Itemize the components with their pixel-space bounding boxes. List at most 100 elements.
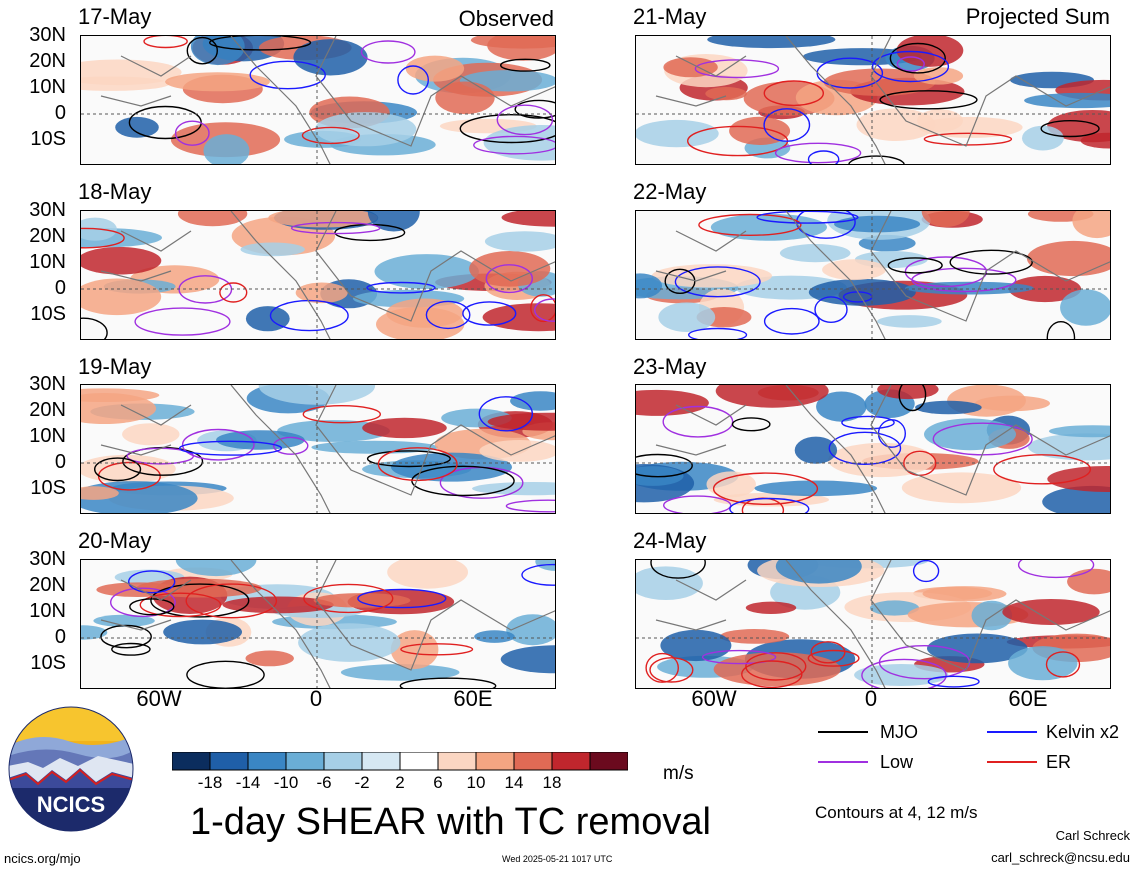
contour-line <box>810 641 846 664</box>
contour-line <box>425 300 471 330</box>
contour-line <box>927 675 980 688</box>
shear-shading-blob <box>822 259 886 281</box>
colorbar-swatch <box>247 751 287 771</box>
shear-shading-blob <box>405 55 465 82</box>
shear-shading-blob <box>474 630 515 643</box>
coastline <box>100 211 555 339</box>
shear-shading-blob <box>1008 646 1078 681</box>
contour-line <box>219 282 248 303</box>
legend-mjo-line <box>818 731 868 733</box>
contour-line <box>756 211 859 224</box>
x-tick-60w-right: 60W <box>691 686 737 711</box>
shear-shading-blob <box>487 36 555 61</box>
shear-shading-blob <box>165 72 270 92</box>
contour-line <box>377 447 458 482</box>
shear-shading-blob <box>115 116 159 138</box>
colorbar-swatch <box>323 751 363 771</box>
shear-shading-blob <box>387 560 468 589</box>
contour-line <box>877 419 906 448</box>
y-tick-label: 20N <box>29 574 66 596</box>
contour-line <box>81 317 108 339</box>
contour-line <box>269 299 349 332</box>
y-tick-label: 20N <box>29 50 66 72</box>
contour-line <box>100 624 152 649</box>
shear-shading-blob <box>374 254 479 289</box>
contour-line <box>521 563 555 586</box>
panel-date-17-may: 17-May <box>78 4 152 29</box>
timestamp: Wed 2025-05-21 1017 UTC <box>502 854 613 864</box>
shear-shading-blob <box>917 109 963 132</box>
shear-shading-blob <box>856 108 936 141</box>
site-link[interactable]: ncics.org/mjo <box>4 851 81 866</box>
shear-shading-blob <box>1072 211 1110 239</box>
contour-line <box>807 649 860 667</box>
contour-line <box>1045 651 1081 678</box>
y-tick-label: 10S <box>30 652 66 674</box>
shear-shading-blob <box>729 116 791 145</box>
panel-date-19-may: 19-May <box>78 354 152 379</box>
contour-line <box>360 40 416 64</box>
author-name: Carl Schreck <box>1055 828 1130 843</box>
shear-shading-blob <box>779 244 851 263</box>
panel-date-20-may: 20-May <box>78 528 152 553</box>
shear-shading-blob <box>794 436 838 464</box>
shear-shading-blob <box>636 119 719 148</box>
contour-line <box>650 560 706 579</box>
colorbar-swatches <box>171 751 629 771</box>
shear-shading-blob <box>922 586 1007 602</box>
contour-line <box>303 583 394 614</box>
contour-line <box>712 472 819 505</box>
contour-line <box>143 36 188 49</box>
shear-shading-blob <box>1026 240 1110 277</box>
shear-shading-blob <box>869 600 920 616</box>
contour-line <box>150 583 250 618</box>
contour-line <box>912 560 940 583</box>
contour-line <box>301 126 360 145</box>
contour-line <box>485 264 533 294</box>
shear-shading-blob <box>775 560 862 584</box>
y-tick-label: 0 <box>54 102 66 124</box>
shear-shading-blob <box>715 385 829 408</box>
contour-line <box>302 405 381 424</box>
contour-line <box>366 450 451 468</box>
contour-line <box>185 583 278 619</box>
y-tick-label: 30N <box>29 548 66 570</box>
y-tick-label: 20N <box>29 399 66 421</box>
contour-line <box>478 396 533 432</box>
contour-line <box>249 60 326 90</box>
contour-line <box>649 657 694 683</box>
contour-line <box>763 80 825 107</box>
contour-line <box>949 249 1033 275</box>
shear-shading-blob <box>1022 125 1064 151</box>
colorbar-swatch <box>209 751 249 771</box>
colorbar-tick-label: -18 <box>197 773 223 792</box>
legend-low-line <box>818 761 868 763</box>
coastline <box>100 385 555 513</box>
shear-shading-blob <box>482 303 555 332</box>
contour-line <box>887 257 943 274</box>
coastline <box>100 36 555 164</box>
shear-shading-blob <box>510 391 555 411</box>
contour-line <box>499 58 551 72</box>
contour-line <box>861 658 947 688</box>
y-tick-label: 30N <box>29 24 66 46</box>
shear-shading-blob <box>222 596 334 614</box>
y-tick-label: 10N <box>29 76 66 98</box>
contour-line <box>816 57 884 89</box>
colorbar-swatch <box>589 751 629 771</box>
shear-shading-blob <box>1060 289 1110 326</box>
author-email: carl_schreck@ncsu.edu <box>991 850 1130 865</box>
contour-line <box>796 211 856 239</box>
contour-line <box>731 417 771 432</box>
shear-shading-blob <box>313 593 411 608</box>
shear-shading-blob <box>915 400 982 415</box>
colorbar-tick-label: -14 <box>235 773 261 792</box>
shear-shading-blob <box>710 213 827 241</box>
coastline <box>655 560 1110 688</box>
y-tick-label: 10S <box>30 303 66 325</box>
contour-line <box>663 495 732 513</box>
contour-line <box>399 677 497 688</box>
shear-shading-blob <box>314 112 417 147</box>
shear-shading-blob <box>658 302 716 332</box>
shear-shading-blob <box>707 36 836 49</box>
